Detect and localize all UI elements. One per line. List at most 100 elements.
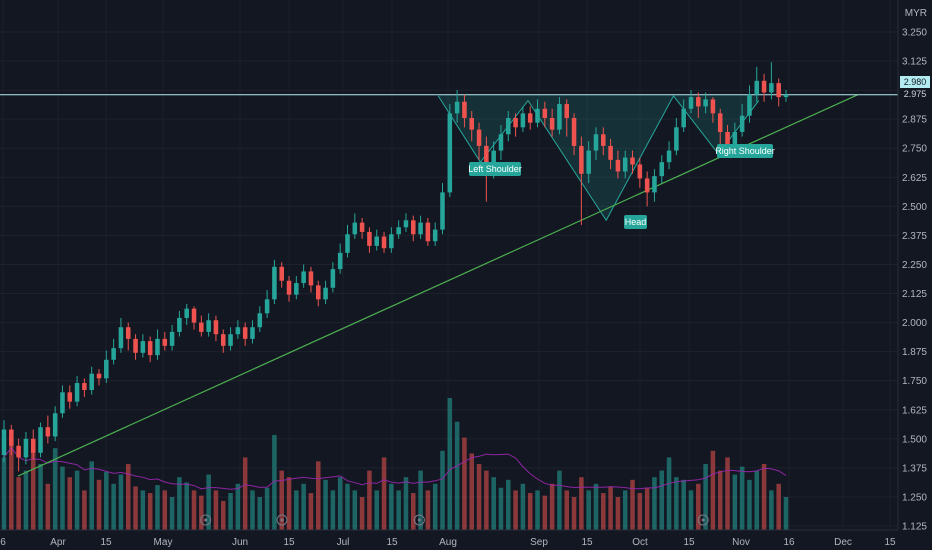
event-marker-icon[interactable] [200,514,212,526]
volume-bar [147,493,153,530]
candle-body [301,271,306,284]
candle-body [74,383,80,402]
volume-bar [264,487,270,530]
volume-bar [38,464,43,530]
candle-body [308,271,314,286]
x-tick-label: 15 [581,537,593,548]
volume-bar [396,490,401,530]
volume-bar [674,477,679,530]
volume-bar [206,474,211,530]
candle-body [155,338,160,356]
head-label-bg [624,215,647,229]
y-tick-label: 1.875 [902,347,927,358]
x-tick-label: Dec [834,537,852,548]
volume-bar [498,487,504,530]
volume-bar [769,490,774,530]
volume-bar [703,464,708,530]
volume-bar [513,490,518,530]
candle-body [652,176,657,193]
candle-body [162,338,168,346]
volume-bar [447,398,453,530]
left-shoulder-label-bg [469,162,521,176]
price-tag-2980: 2.980 [904,77,927,87]
event-marker-icon[interactable] [276,514,288,526]
volume-bar [454,421,460,530]
ascending-trendline[interactable] [17,94,858,477]
volume-bar [666,457,672,530]
volume-bar [725,457,730,530]
volume-bar [630,479,635,530]
volume-bar [228,493,233,530]
event-marker-icon[interactable] [413,514,425,526]
candle-body [688,97,694,109]
volume-bar [199,495,204,530]
candle-body [549,118,555,130]
volume-bar [125,464,131,530]
candle-body [330,269,336,288]
candle-body [666,150,672,163]
candle-body [769,83,774,93]
candle-body [491,150,496,170]
x-tick-label: Jun [232,537,248,548]
candle-body [67,392,73,402]
volume-bar [235,483,241,530]
volume-bar [30,450,36,530]
volume-bar [637,493,643,530]
x-tick-label: 6 [0,537,6,548]
x-tick-label: Aug [439,537,457,548]
candle-body [681,108,686,128]
x-tick-label: 15 [884,537,896,548]
candle-body [389,234,394,249]
volume-bar [506,479,511,530]
event-markers [200,514,709,526]
volume-bar [652,477,657,530]
candle-body [403,220,409,228]
volume-bar [754,470,760,530]
candle-body [352,222,358,235]
volume-bar [681,479,686,530]
candle-body [206,320,211,332]
volume-bar [301,483,306,530]
candle-body [140,341,146,353]
volume-bar [440,450,445,530]
candle-body [9,429,14,446]
volume-bar [542,495,548,530]
x-tick-label: 15 [283,537,295,548]
candle-body [622,157,628,172]
volume-bar [89,461,94,530]
volume-bar [1,457,7,530]
time-axis[interactable]: 6 Apr 15 May Jun 15 Jul 15 Aug Sep 15 Oct 15 Nov 16 Dec… [0,529,898,548]
candle-body [89,373,94,391]
candle-body [506,118,511,135]
x-tick-label: Nov [732,537,750,548]
candle-body [279,266,284,281]
volume-bar [717,470,723,530]
volume-bar [659,470,665,530]
candle-body [133,338,138,353]
volume-bar [323,479,328,530]
candle-body [294,283,299,295]
right-shoulder-label-bg [717,144,773,158]
volume-bar [571,497,577,530]
y-tick-label: 2.000 [902,318,927,329]
price-axis[interactable]: MYR 3.2503.1253.0002.8752.7502.6252.5002… [897,0,932,550]
volume-bar [286,477,292,530]
x-tick-label: 16 [783,537,795,548]
candle-body [418,222,423,235]
volume-bar [272,434,277,530]
y-tick-label: 1.750 [902,376,927,387]
volume-bar [345,483,350,530]
candle-body [425,222,431,242]
pattern-labels: Left Shoulder Head Right Shoulder [468,144,775,229]
volume-bar [688,490,694,530]
y-tick-label: 2.500 [902,202,927,213]
volume-bar [418,470,423,530]
candle-body [52,413,58,437]
candle-body [440,192,445,230]
candle-body [637,164,643,179]
event-marker-icon[interactable] [697,514,709,526]
volume-bar [586,490,591,530]
volume-bar [82,490,87,530]
volume-bar [337,477,343,530]
